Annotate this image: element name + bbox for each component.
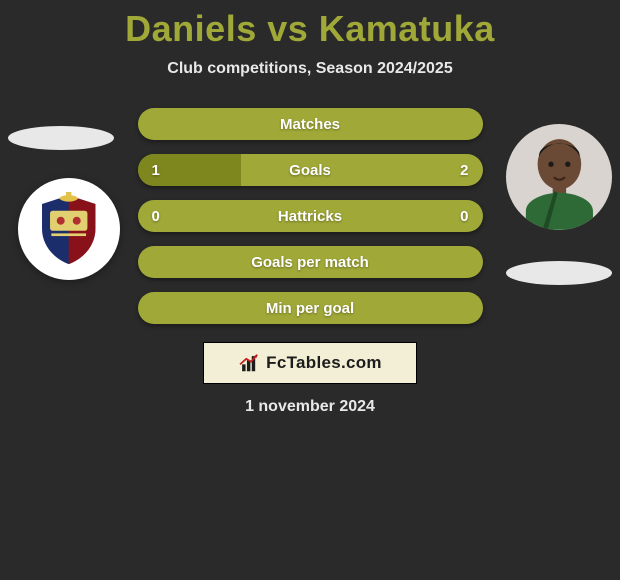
stat-value-left: 0 [152, 208, 160, 225]
brand-text: FcTables.com [266, 353, 382, 373]
brand-badge: FcTables.com [203, 342, 417, 384]
stat-row-matches: Matches [138, 108, 483, 140]
stat-label: Goals per match [251, 254, 369, 271]
snapshot-date: 1 november 2024 [0, 398, 620, 416]
stat-value-right: 2 [460, 162, 468, 179]
avatar-icon [517, 129, 602, 230]
stat-row-min-per-goal: Min per goal [138, 292, 483, 324]
stat-value-left: 1 [152, 162, 160, 179]
crest-icon [32, 192, 105, 265]
bar-chart-icon [238, 352, 260, 374]
player-avatar [506, 124, 612, 230]
page-title: Daniels vs Kamatuka [0, 8, 620, 50]
stat-row-goals: 1 Goals 2 [138, 154, 483, 186]
stat-row-goals-per-match: Goals per match [138, 246, 483, 278]
club-crest [18, 178, 120, 280]
stat-label: Matches [280, 116, 340, 133]
stat-label: Min per goal [266, 300, 354, 317]
top-left-ellipse [8, 126, 114, 150]
stat-label: Goals [289, 162, 331, 179]
stat-row-hattricks: 0 Hattricks 0 [138, 200, 483, 232]
stat-label: Hattricks [278, 208, 342, 225]
stats-list: Matches 1 Goals 2 0 Hattricks 0 Goals pe… [138, 108, 483, 324]
comparison-card: Daniels vs Kamatuka Club competitions, S… [0, 0, 620, 416]
bottom-right-ellipse [506, 261, 612, 285]
page-subtitle: Club competitions, Season 2024/2025 [0, 60, 620, 78]
stat-value-right: 0 [460, 208, 468, 225]
